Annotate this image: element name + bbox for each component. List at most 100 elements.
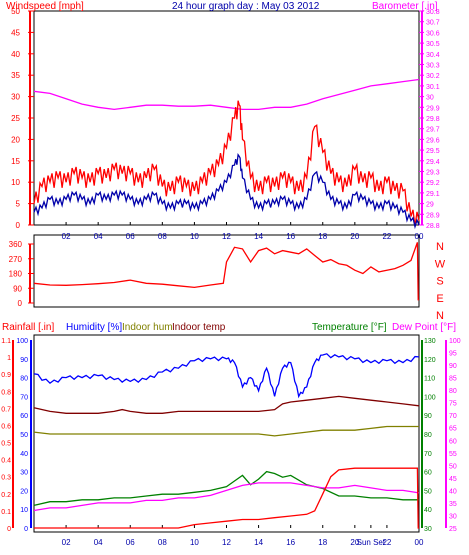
barometer-tick-label: 30	[426, 95, 434, 102]
barometer-tick-label: 28.8	[426, 223, 440, 230]
x-tick-label: 14	[254, 232, 263, 241]
dewpoint-tick-label: 75	[449, 401, 457, 408]
barometer-tick-label: 29	[426, 202, 434, 209]
temperature-tick-label: 130	[424, 338, 436, 345]
windspeed-tick-label: 50	[11, 7, 20, 16]
rainfall-tick-label: 0.3	[1, 475, 11, 482]
rainfall-tick-label: 1	[7, 355, 11, 362]
temperature-tick-label: 90	[424, 413, 432, 420]
rainfall-tick-label: 0.5	[1, 441, 11, 448]
x-tick-label: 14	[254, 538, 263, 547]
windspeed-tick-label: 15	[11, 157, 20, 166]
dewpoint-tick-label: 40	[449, 488, 457, 495]
barometer-tick-label: 30.1	[426, 84, 440, 91]
compass-label: E	[436, 293, 443, 305]
barometer-axis-label: Barometer [.in]	[372, 1, 438, 12]
humidity-tick-label: 20	[20, 488, 28, 495]
temperature-tick-label: 80	[424, 432, 432, 439]
windspeed-tick-label: 40	[11, 50, 20, 59]
x-tick-label: 08	[158, 538, 167, 547]
x-tick-label: 04	[94, 232, 103, 241]
rainfall-axis-label: Rainfall [.in]	[2, 322, 54, 333]
barometer-tick-label: 29.4	[426, 159, 440, 166]
dewpoint-tick-label: 55	[449, 451, 457, 458]
rainfall-tick-label: 0	[7, 526, 11, 533]
rainfall-tick-label: 0.4	[1, 458, 11, 465]
dewpoint-tick-label: 25	[449, 526, 457, 533]
x-tick-label: 02	[62, 232, 71, 241]
dewpoint-tick-label: 80	[449, 388, 457, 395]
x-tick-label: 12	[222, 232, 231, 241]
rainfall-tick-label: 1.1	[1, 338, 11, 345]
windspeed-axis-label: Windspeed [mph]	[6, 1, 84, 12]
direction-tick-label: 90	[13, 284, 22, 293]
x-tick-label: 10	[190, 538, 199, 547]
barometer-tick-label: 30.7	[426, 20, 440, 27]
barometer-tick-label: 29.9	[426, 105, 440, 112]
temperature-tick-label: 50	[424, 488, 432, 495]
wind-direction-line	[33, 242, 419, 301]
dewpoint-tick-label: 30	[449, 513, 457, 520]
rainfall-tick-label: 0.2	[1, 492, 11, 499]
x-tick-label: 20	[350, 232, 359, 241]
x-tick-label: 00	[415, 538, 424, 547]
dewpoint-tick-label: 90	[449, 363, 457, 370]
humidity-line	[33, 353, 420, 399]
x-tick-label: 20	[350, 538, 359, 547]
humidity-tick-label: 40	[20, 451, 28, 458]
rainfall-tick-label: 0.6	[1, 423, 11, 430]
barometer-tick-label: 28.9	[426, 212, 440, 219]
dewpoint-tick-label: 50	[449, 463, 457, 470]
rainfall-tick-label: 0.1	[1, 509, 11, 516]
x-tick-label: 16	[286, 232, 295, 241]
barometer-tick-label: 30.8	[426, 9, 440, 16]
chart-title: 24 hour graph day : May 03 2012	[172, 1, 320, 12]
barometer-tick-label: 30.5	[426, 41, 440, 48]
windspeed-tick-label: 0	[16, 221, 21, 230]
x-tick-label: 16	[286, 538, 295, 547]
temperature-tick-label: 110	[424, 376, 435, 383]
x-tick-label: 22	[382, 232, 391, 241]
x-tick-label: 08	[158, 232, 167, 241]
barometer-tick-label: 30.3	[426, 63, 440, 70]
dewpoint-tick-label: 70	[449, 413, 457, 420]
temperature-tick-label: 40	[424, 507, 432, 514]
temperature-tick-label: 30	[424, 526, 432, 533]
dewpoint-tick-label: 95	[449, 351, 457, 358]
direction-tick-label: 270	[9, 255, 23, 264]
temperature-line	[33, 470, 419, 507]
rainfall-tick-label: 0.7	[1, 406, 11, 413]
humidity-tick-label: 50	[20, 432, 28, 439]
indoor-hum-label: Indoor hum	[122, 322, 173, 333]
x-tick-label: 12	[222, 538, 231, 547]
windspeed-tick-label: 10	[11, 178, 20, 187]
temperature-tick-label: 60	[424, 470, 432, 477]
x-tick-label: 04	[94, 538, 103, 547]
barometer-tick-label: 30.6	[426, 30, 440, 37]
temperature-tick-label: 100	[424, 394, 436, 401]
barometer-tick-label: 29.6	[426, 137, 440, 144]
temperature-tick-label: 70	[424, 451, 432, 458]
humidity-tick-label: 0	[24, 526, 28, 533]
humidity-axis-label: Humidity [%]	[66, 322, 122, 333]
bottom-panel-frame	[33, 334, 420, 533]
barometer-tick-label: 29.1	[426, 191, 440, 198]
barometer-tick-label: 29.7	[426, 127, 440, 134]
windspeed-tick-label: 45	[11, 28, 20, 37]
dew-point-line	[33, 482, 420, 512]
indoor-temp-label: Indoor temp	[172, 322, 226, 333]
wind-speed-line	[33, 153, 420, 230]
compass-label: N	[436, 310, 444, 322]
rainfall-line	[34, 467, 419, 529]
wind-gust-line	[33, 100, 420, 227]
dewpoint-tick-label: 65	[449, 426, 457, 433]
rainfall-tick-label: 0.8	[1, 389, 11, 396]
barometer-tick-label: 30.2	[426, 73, 440, 80]
x-tick-label: 02	[62, 538, 71, 547]
chart-marks: 0510152025303540455028.828.92929.129.229…	[1, 7, 461, 547]
barometer-line	[33, 78, 420, 111]
indoor-hum-line	[33, 425, 419, 437]
x-tick-label: 18	[318, 538, 327, 547]
barometer-tick-label: 29.5	[426, 148, 440, 155]
